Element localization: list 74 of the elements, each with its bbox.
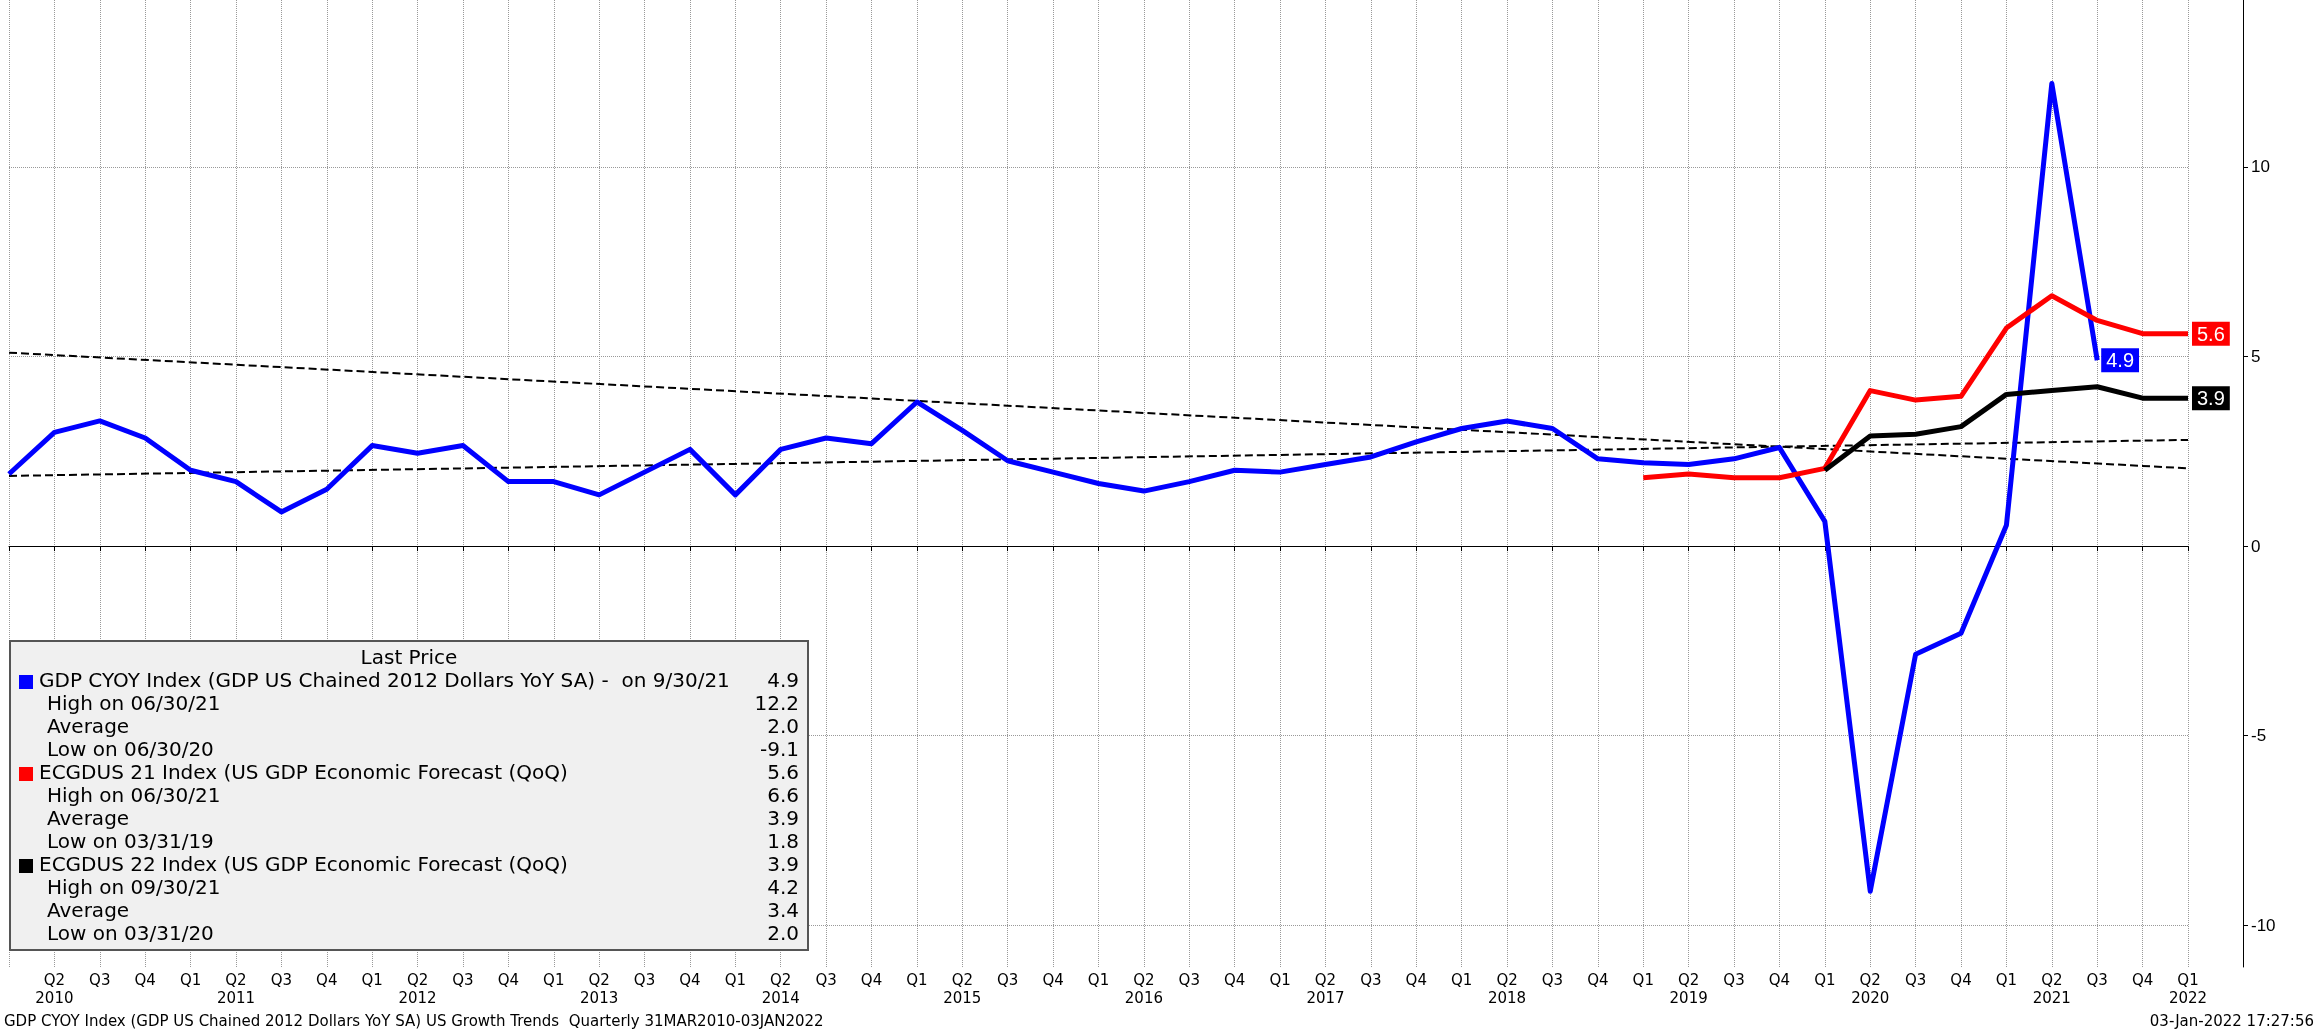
- x-tick-label: Q2 2017: [1306, 971, 1345, 1007]
- x-tick-label: Q4: [134, 971, 156, 989]
- text: 4.9: [767, 668, 799, 692]
- x-tick-label: Q1: [1814, 971, 1836, 989]
- text: High on 06/30/21 6.6: [47, 783, 799, 807]
- x-tick-label: Q3: [452, 971, 474, 989]
- x-tick-label: Q2 2016: [1124, 971, 1163, 1007]
- legend-label: ECGDUS 21 Index (US GDP Economic Forecast (QoQ): [38, 760, 568, 784]
- x-tick-label: Q1: [906, 971, 928, 989]
- x-tick-label: Q4: [1587, 971, 1609, 989]
- text: Low on 03/31/19 1.8: [47, 829, 799, 853]
- x-tick-label: Q4: [679, 971, 701, 989]
- x-tick-label: Q3: [997, 971, 1019, 989]
- text: Low on 06/30/20 -9.1: [47, 737, 799, 761]
- y-tick-label: -10: [2251, 915, 2276, 935]
- y-tick-label: 5: [2251, 346, 2261, 366]
- x-tick-label: Q2 2010: [35, 971, 74, 1007]
- x-tick-label: Q3: [1723, 971, 1745, 989]
- legend-title: Last Price: [359, 645, 459, 669]
- x-tick-label: Q3: [1904, 971, 1927, 989]
- x-tick-label: Q4: [1950, 971, 1972, 989]
- x-tick-label: Q1: [1995, 971, 2018, 989]
- text: Average 2.0: [47, 714, 799, 738]
- x-tick-label: Q2 2018: [1487, 971, 1527, 1007]
- x-tick-label: Q2 2013: [580, 971, 619, 1007]
- x-tick-label: Q4: [1405, 971, 1427, 989]
- x-tick-label: Q4: [860, 971, 883, 989]
- x-tick-label: Q4: [1042, 971, 1064, 989]
- x-tick-label: Q3: [270, 971, 293, 989]
- x-tick-label: Q4: [2131, 971, 2154, 989]
- x-tick-label: Q4: [1224, 971, 1246, 989]
- x-tick-label: Q3: [1541, 971, 1564, 989]
- x-tick-label: Q2 2021: [2032, 971, 2071, 1007]
- y-tick-label: 10: [2251, 157, 2270, 177]
- data-label: 4.9: [2106, 349, 2135, 372]
- x-tick-label: Q1: [543, 971, 565, 989]
- x-tick-label: Q2 2012: [398, 971, 437, 1007]
- x-tick-label: Q1: [724, 971, 747, 989]
- x-tick-label: Q3: [633, 971, 656, 989]
- text: Average 3.4: [47, 898, 799, 922]
- text: Low on 03/31/20 2.0: [47, 921, 799, 945]
- x-tick-label: Q3: [1178, 971, 1200, 989]
- data-label: 5.6: [2197, 322, 2225, 345]
- text: High on 06/30/21 12.2: [47, 691, 799, 715]
- legend-label: GDP CYOY Index (GDP US Chained 2012 Dollars YoY SA) - on 9/30/21: [38, 668, 730, 692]
- x-tick-label: Q3: [2086, 971, 2108, 989]
- x-tick-label: Q2 2020: [1851, 971, 1890, 1007]
- x-tick-label: Q4: [497, 971, 520, 989]
- x-tick-label: Q1: [1450, 971, 1473, 989]
- x-tick-label: Q2 2011: [216, 971, 256, 1007]
- x-tick-label: Q1 2022: [2168, 971, 2208, 1007]
- x-tick-label: Q3: [815, 971, 837, 989]
- x-tick-label: Q3: [1360, 971, 1382, 989]
- x-tick-label: Q1: [1087, 971, 1110, 989]
- x-tick-label: Q4: [316, 971, 338, 989]
- y-tick-label: -5: [2251, 726, 2267, 746]
- text: 3.9: [767, 852, 799, 876]
- x-tick-label: Q1: [1632, 971, 1654, 989]
- text: GDP CYOY Index (GDP US Chained 2012 Dollars YoY SA) US Growth Trends Quarterly 31MAR2010-03JAN2022: [4, 1012, 824, 1030]
- x-tick-label: Q2 2015: [943, 971, 982, 1007]
- x-tick-label: Q2 2014: [761, 971, 800, 1007]
- x-tick-label: Q2 2019: [1669, 971, 1708, 1007]
- x-tick-label: Q3: [89, 971, 111, 989]
- text: High on 09/30/21 4.2: [47, 875, 799, 899]
- text: 03-Jan-2022 17:27:56: [2149, 1012, 2314, 1030]
- y-tick-label: 0: [2251, 536, 2261, 556]
- x-tick-label: Q1: [179, 971, 202, 989]
- x-tick-label: Q1: [361, 971, 383, 989]
- data-label: 3.9: [2197, 387, 2225, 410]
- x-tick-label: Q1: [1269, 971, 1291, 989]
- legend-label: ECGDUS 22 Index (US GDP Economic Forecast (QoQ): [38, 852, 568, 876]
- x-tick-label: Q4: [1768, 971, 1791, 989]
- text: 5.6: [767, 760, 799, 784]
- text: Average 3.9: [47, 806, 799, 830]
